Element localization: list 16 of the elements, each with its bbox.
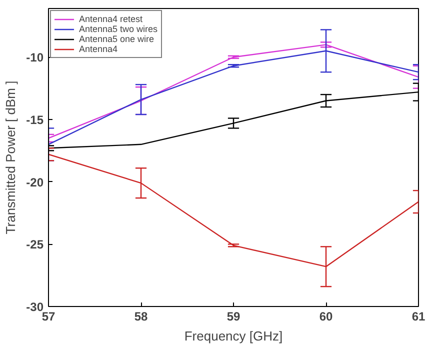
y-tick-label: -30 [26,300,44,314]
x-tick-label: 58 [134,310,148,324]
legend-label: Antenna5 one wire [79,34,154,44]
y-tick-label: -15 [26,112,44,127]
y-axis-title: Transmitted Power [ dBm ] [3,80,18,234]
legend-label: Antenna4 retest [79,14,143,24]
legend-label: Antenna5 two wires [79,24,158,34]
y-tick-label: -10 [26,50,44,65]
x-axis-title: Frequency [GHz] [184,328,283,344]
legend-label: Antenna4 [79,44,118,54]
y-tick-label: -20 [26,175,44,190]
x-tick-label: 57 [42,310,56,324]
x-tick-label: 60 [319,310,333,324]
x-tick-label: 61 [412,310,426,324]
x-tick-label: 59 [226,310,240,324]
y-tick-label: -25 [26,238,44,252]
